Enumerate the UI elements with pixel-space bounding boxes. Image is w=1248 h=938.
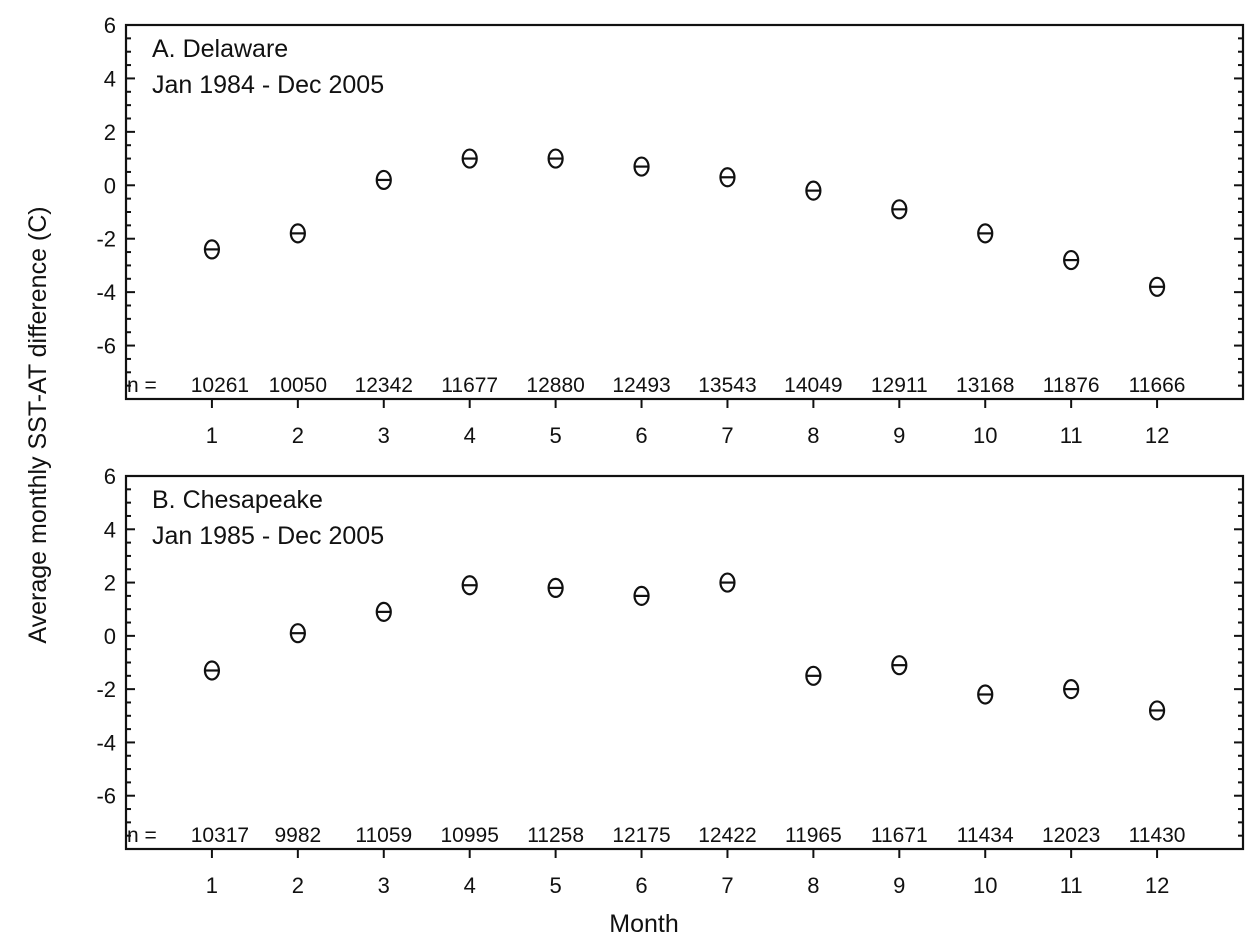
x-tick-label: 12 xyxy=(1145,873,1169,898)
x-tick-label: 5 xyxy=(549,873,561,898)
n-count-label: 13168 xyxy=(956,374,1014,397)
y-tick-label: 0 xyxy=(104,173,116,198)
y-tick-label: -4 xyxy=(96,280,116,305)
data-point xyxy=(461,575,478,596)
x-tick-label: 8 xyxy=(807,873,819,898)
data-point xyxy=(547,148,564,169)
y-tick-label: 2 xyxy=(104,120,116,145)
y-tick-label: -4 xyxy=(96,730,116,755)
data-point xyxy=(461,148,478,169)
data-point xyxy=(719,572,736,593)
n-count-label: 11258 xyxy=(527,824,584,847)
data-point xyxy=(805,180,822,201)
n-count-label: 14049 xyxy=(784,374,842,397)
x-tick-label: 4 xyxy=(464,423,476,448)
x-tick-label: 11 xyxy=(1060,423,1083,448)
x-tick-label: 4 xyxy=(464,873,476,898)
n-count-label: 11434 xyxy=(957,824,1014,847)
x-tick-label: 10 xyxy=(973,873,997,898)
y-tick-label: -6 xyxy=(96,334,116,359)
n-count-label: 11059 xyxy=(355,824,412,847)
y-tick-label: -6 xyxy=(96,784,116,809)
y-tick-label: -2 xyxy=(96,677,116,702)
data-point xyxy=(375,601,392,622)
y-tick-label: 6 xyxy=(104,13,116,38)
n-count-label: 12493 xyxy=(612,374,670,397)
x-tick-label: 5 xyxy=(549,423,561,448)
x-tick-label: 3 xyxy=(378,873,390,898)
panel-subtitle: Jan 1984 - Dec 2005 xyxy=(152,71,384,99)
data-point xyxy=(633,585,650,606)
n-count-label: 11430 xyxy=(1129,824,1186,847)
n-count-label: 11666 xyxy=(1129,374,1186,397)
n-count-label: 12175 xyxy=(612,824,670,847)
n-count-label: 11876 xyxy=(1043,374,1100,397)
data-point xyxy=(1148,276,1166,297)
x-tick-label: 9 xyxy=(893,873,905,898)
n-count-label: 12911 xyxy=(871,374,928,397)
x-tick-label: 6 xyxy=(635,423,647,448)
x-tick-label: 8 xyxy=(807,423,819,448)
n-count-label: 10261 xyxy=(191,374,249,397)
x-tick-label: 7 xyxy=(721,423,733,448)
data-point xyxy=(719,167,736,188)
y-tick-label: 4 xyxy=(104,66,116,91)
n-count-label: 12342 xyxy=(355,374,413,397)
n-count-label: 12880 xyxy=(526,374,584,397)
data-point xyxy=(289,223,306,244)
y-axis-title: Average monthly SST-AT difference (C) xyxy=(24,206,52,643)
data-point xyxy=(547,577,564,599)
x-tick-label: 1 xyxy=(206,873,218,898)
y-tick-label: 6 xyxy=(104,464,116,489)
y-tick-label: 4 xyxy=(104,517,116,542)
x-tick-label: 1 xyxy=(206,423,218,448)
x-tick-label: 12 xyxy=(1145,423,1169,448)
x-tick-label: 9 xyxy=(893,423,905,448)
data-point xyxy=(289,623,306,644)
x-tick-label: 7 xyxy=(721,873,733,898)
data-point xyxy=(633,156,650,177)
y-tick-label: 2 xyxy=(104,571,116,596)
data-point xyxy=(977,223,994,244)
n-count-label: 10050 xyxy=(269,374,327,397)
x-tick-label: 11 xyxy=(1060,873,1083,898)
n-prefix-label: n = xyxy=(127,374,157,397)
x-tick-label: 2 xyxy=(292,423,304,448)
x-axis-title: Month xyxy=(609,910,678,938)
data-point xyxy=(805,665,822,686)
n-count-label: 12422 xyxy=(698,824,756,847)
panel-subtitle: Jan 1985 - Dec 2005 xyxy=(152,522,384,550)
y-tick-label: -2 xyxy=(96,227,116,252)
data-point xyxy=(1148,700,1166,721)
data-point xyxy=(891,655,908,676)
panel-title: A. Delaware xyxy=(152,35,288,63)
n-prefix-label: n = xyxy=(127,824,157,847)
data-point xyxy=(977,684,994,705)
n-count-label: 11965 xyxy=(785,824,842,847)
panel-title: B. Chesapeake xyxy=(152,486,323,514)
x-tick-label: 6 xyxy=(635,873,647,898)
x-tick-label: 3 xyxy=(378,423,390,448)
n-count-label: 12023 xyxy=(1042,824,1100,847)
n-count-label: 11677 xyxy=(441,374,498,397)
data-point xyxy=(1063,249,1080,271)
data-point xyxy=(891,199,908,220)
x-tick-label: 10 xyxy=(973,423,997,448)
data-point xyxy=(203,660,221,681)
data-point xyxy=(375,169,392,191)
y-tick-label: 0 xyxy=(104,624,116,649)
n-count-label: 11671 xyxy=(871,824,928,847)
n-count-label: 10995 xyxy=(440,824,498,847)
n-count-label: 13543 xyxy=(698,374,756,397)
data-point xyxy=(203,239,221,260)
x-tick-label: 2 xyxy=(292,873,304,898)
data-point xyxy=(1063,679,1080,700)
n-count-label: 9982 xyxy=(274,824,321,847)
n-count-label: 10317 xyxy=(191,824,249,847)
